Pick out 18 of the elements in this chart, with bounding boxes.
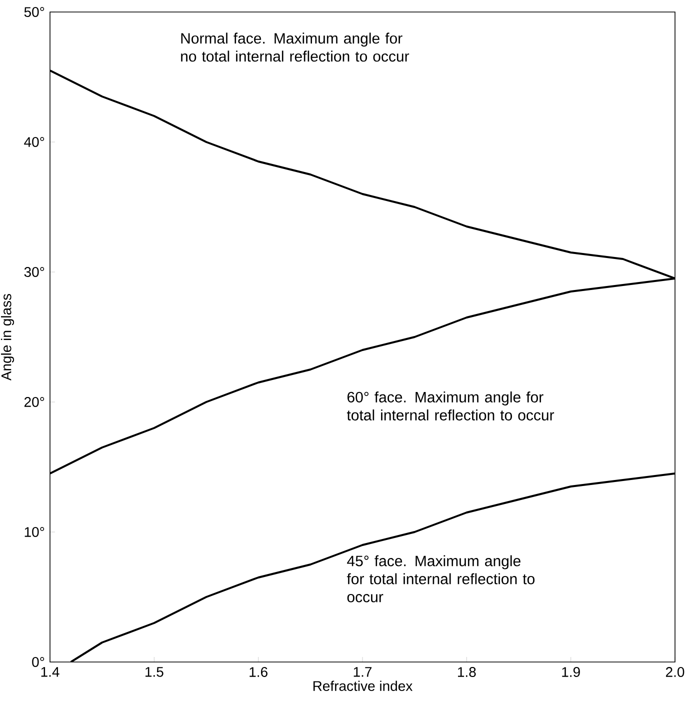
x-tick-label: 2.0 <box>666 667 684 677</box>
annotation: Normal face. Maximum angle for no total internal reflection to occur <box>181 32 410 62</box>
x-tick-label: 1.5 <box>146 667 164 677</box>
x-tick-label: 1.4 <box>41 667 60 677</box>
annotation: 45° face. Maximum angle for total internal reflection to occur <box>346 555 535 602</box>
y-tick-label: 20° <box>24 397 44 407</box>
y-tick-label: 30° <box>24 267 44 277</box>
x-tick-label: 1.9 <box>562 667 580 677</box>
y-tick-label: 40° <box>24 137 44 147</box>
annotation: 60° face. Maximum angle for total internal reflection to occur <box>346 391 554 420</box>
x-axis-title: Refractive index <box>313 680 413 691</box>
y-tick-label: 10° <box>24 527 44 537</box>
x-tick-label: 1.8 <box>458 667 476 677</box>
x-tick-label: 1.7 <box>354 667 372 677</box>
y-axis-title: Angle in glass <box>0 294 14 381</box>
y-tick-label: 50° <box>24 7 44 17</box>
x-tick-label: 1.6 <box>250 667 268 677</box>
y-tick-label: 0° <box>32 657 44 667</box>
